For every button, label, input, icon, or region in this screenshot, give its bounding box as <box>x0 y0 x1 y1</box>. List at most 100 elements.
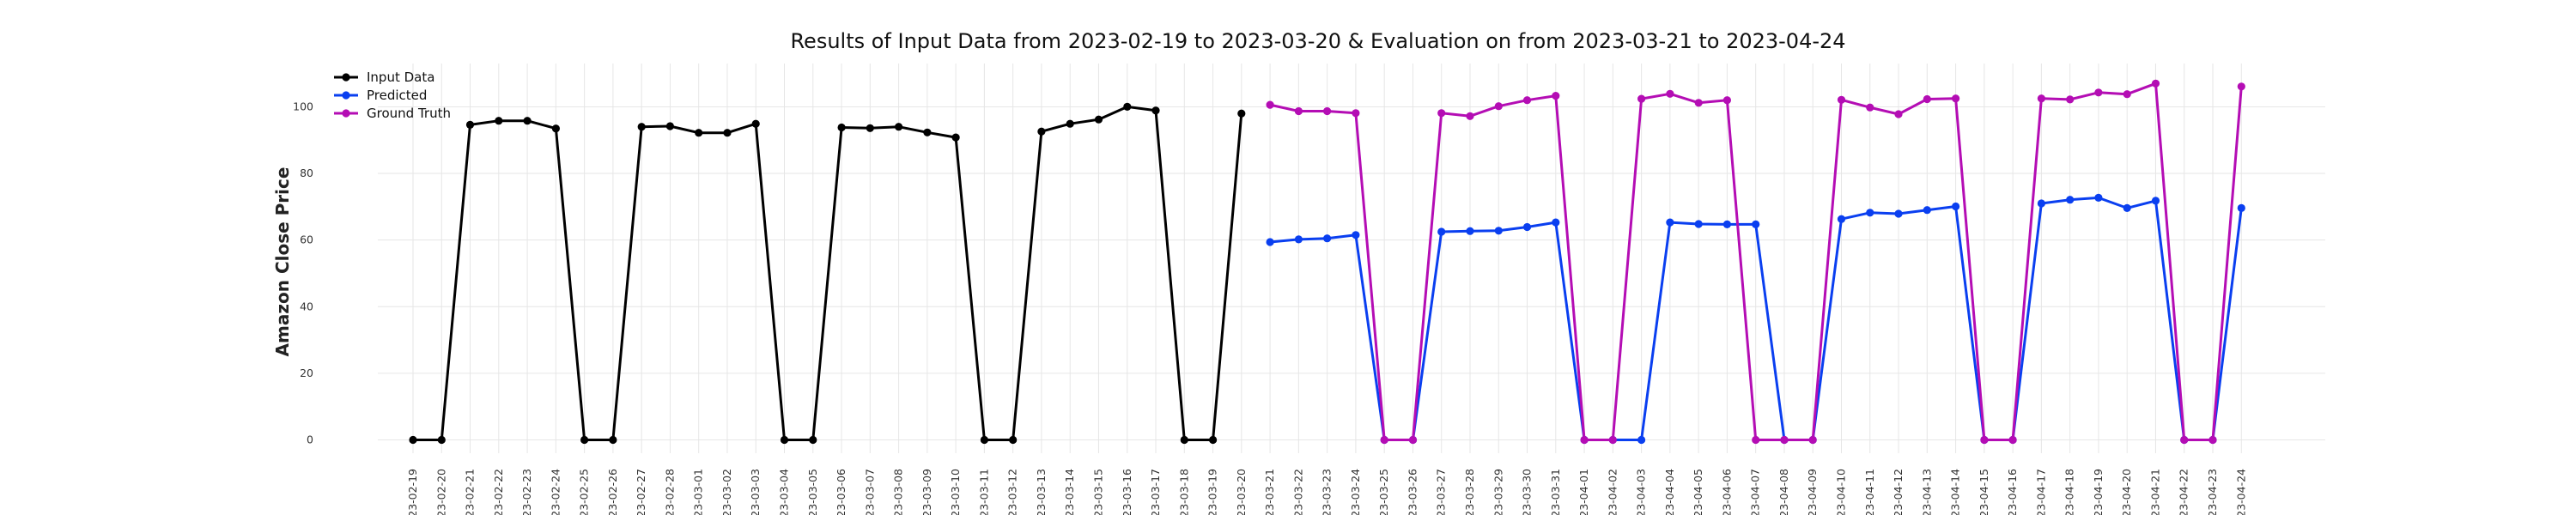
data-point <box>1323 234 1332 243</box>
data-point <box>637 123 646 131</box>
data-point <box>1752 220 1760 228</box>
data-point <box>1494 227 1503 235</box>
x-tick-label: -23-03-14 <box>1063 469 1076 515</box>
x-tick-label: -23-03-19 <box>1206 469 1219 515</box>
x-tick-label: -23-03-09 <box>920 469 933 515</box>
data-point <box>1522 96 1532 105</box>
x-tick-label: -23-02-26 <box>606 469 619 515</box>
legend-marker <box>342 73 350 82</box>
x-axis-ticks: -23-02-19 -23-02-20 -23-02-21 -23-02-22 -23-… <box>406 469 2247 515</box>
data-point <box>751 119 760 128</box>
x-tick-label: -23-04-09 <box>1806 469 1819 515</box>
data-point <box>1009 435 1018 445</box>
x-tick-label: -23-04-15 <box>1978 469 1990 515</box>
data-point <box>1237 109 1246 118</box>
data-point <box>1408 435 1418 445</box>
y-axis-ticks: 0 20 40 60 80 100 <box>293 100 313 445</box>
x-tick-label: -23-04-11 <box>1863 469 1876 515</box>
x-tick-label: -23-04-13 <box>1920 469 1933 515</box>
x-tick-label: -23-04-02 <box>1606 469 1619 515</box>
data-point <box>495 117 503 125</box>
x-tick-label: -23-03-15 <box>1091 469 1104 515</box>
data-point <box>1722 220 1731 228</box>
data-point <box>2066 196 2075 204</box>
legend-marker <box>342 91 350 100</box>
x-tick-label: -23-03-05 <box>806 469 819 515</box>
x-tick-label: -23-03-16 <box>1121 469 1133 515</box>
x-tick-label: -23-02-23 <box>520 469 533 515</box>
data-point <box>1151 106 1160 115</box>
x-tick-label: -23-03-29 <box>1492 469 1504 515</box>
data-point <box>895 123 903 131</box>
data-point <box>2237 82 2245 91</box>
data-point <box>2094 88 2103 97</box>
x-tick-label: -23-04-16 <box>2006 469 2019 515</box>
legend-label: Ground Truth <box>367 106 451 121</box>
data-point <box>1066 119 1074 128</box>
data-point <box>1522 222 1532 232</box>
data-point <box>2151 197 2160 205</box>
data-point <box>1808 435 1817 445</box>
x-tick-label: -23-02-21 <box>464 469 477 515</box>
data-point <box>1494 102 1503 111</box>
x-tick-label: -23-02-24 <box>549 469 562 515</box>
data-point <box>1952 202 1960 211</box>
series-ground-truth <box>1266 79 2245 445</box>
x-tick-label: -23-03-03 <box>749 469 762 515</box>
data-point <box>2180 435 2189 445</box>
data-point <box>2237 203 2245 212</box>
data-point <box>2037 94 2045 103</box>
data-point <box>1123 102 1132 111</box>
x-tick-label: -23-03-26 <box>1406 469 1419 515</box>
data-point <box>695 129 703 137</box>
data-point <box>1866 103 1874 112</box>
x-tick-label: -23-04-21 <box>2148 469 2161 515</box>
data-point <box>866 124 874 132</box>
x-tick-label: -23-02-22 <box>492 469 505 515</box>
x-tick-label: -23-04-08 <box>1777 469 1790 515</box>
x-tick-label: -23-03-30 <box>1521 469 1534 515</box>
data-point <box>1466 112 1474 120</box>
x-tick-label: -23-03-10 <box>949 469 962 515</box>
data-point <box>980 435 988 445</box>
x-tick-label: -23-02-20 <box>434 469 447 515</box>
x-tick-label: -23-04-07 <box>1749 469 1762 515</box>
x-tick-label: -23-04-24 <box>2234 469 2247 515</box>
data-point <box>1580 435 1589 445</box>
x-tick-label: -23-04-18 <box>2063 469 2076 515</box>
x-tick-label: -23-02-19 <box>406 469 419 515</box>
data-point <box>2094 193 2103 202</box>
x-tick-label: -23-03-13 <box>1035 469 1048 515</box>
data-point <box>437 435 446 445</box>
y-axis-title: Amazon Close Price <box>272 167 293 357</box>
data-point <box>1694 220 1703 228</box>
data-point <box>409 435 417 445</box>
data-point <box>1209 435 1218 445</box>
data-point <box>1352 109 1360 118</box>
data-point <box>1894 209 1903 218</box>
x-tick-label: -23-03-06 <box>835 469 848 515</box>
data-point <box>1294 106 1303 116</box>
data-point <box>1437 109 1446 118</box>
data-point <box>1294 235 1303 244</box>
y-tick-label: 60 <box>300 233 313 246</box>
data-point <box>1552 218 1560 227</box>
data-point <box>2008 435 2017 445</box>
x-tick-label: -23-03-08 <box>892 469 905 515</box>
data-point <box>1923 94 1931 104</box>
data-point <box>1437 227 1446 236</box>
x-tick-label: -23-04-19 <box>2092 469 2105 515</box>
series-layer <box>409 79 2245 445</box>
legend-label: Predicted <box>367 88 427 103</box>
x-tick-label: -23-04-22 <box>2178 469 2190 515</box>
x-tick-label: -23-03-11 <box>977 469 990 515</box>
data-point <box>780 435 789 445</box>
data-point <box>1952 94 1960 103</box>
x-tick-label: -23-03-28 <box>1463 469 1476 515</box>
data-point <box>1866 209 1874 217</box>
data-point <box>465 120 475 129</box>
data-point <box>1722 96 1731 105</box>
x-tick-label: -23-04-10 <box>1835 469 1848 515</box>
